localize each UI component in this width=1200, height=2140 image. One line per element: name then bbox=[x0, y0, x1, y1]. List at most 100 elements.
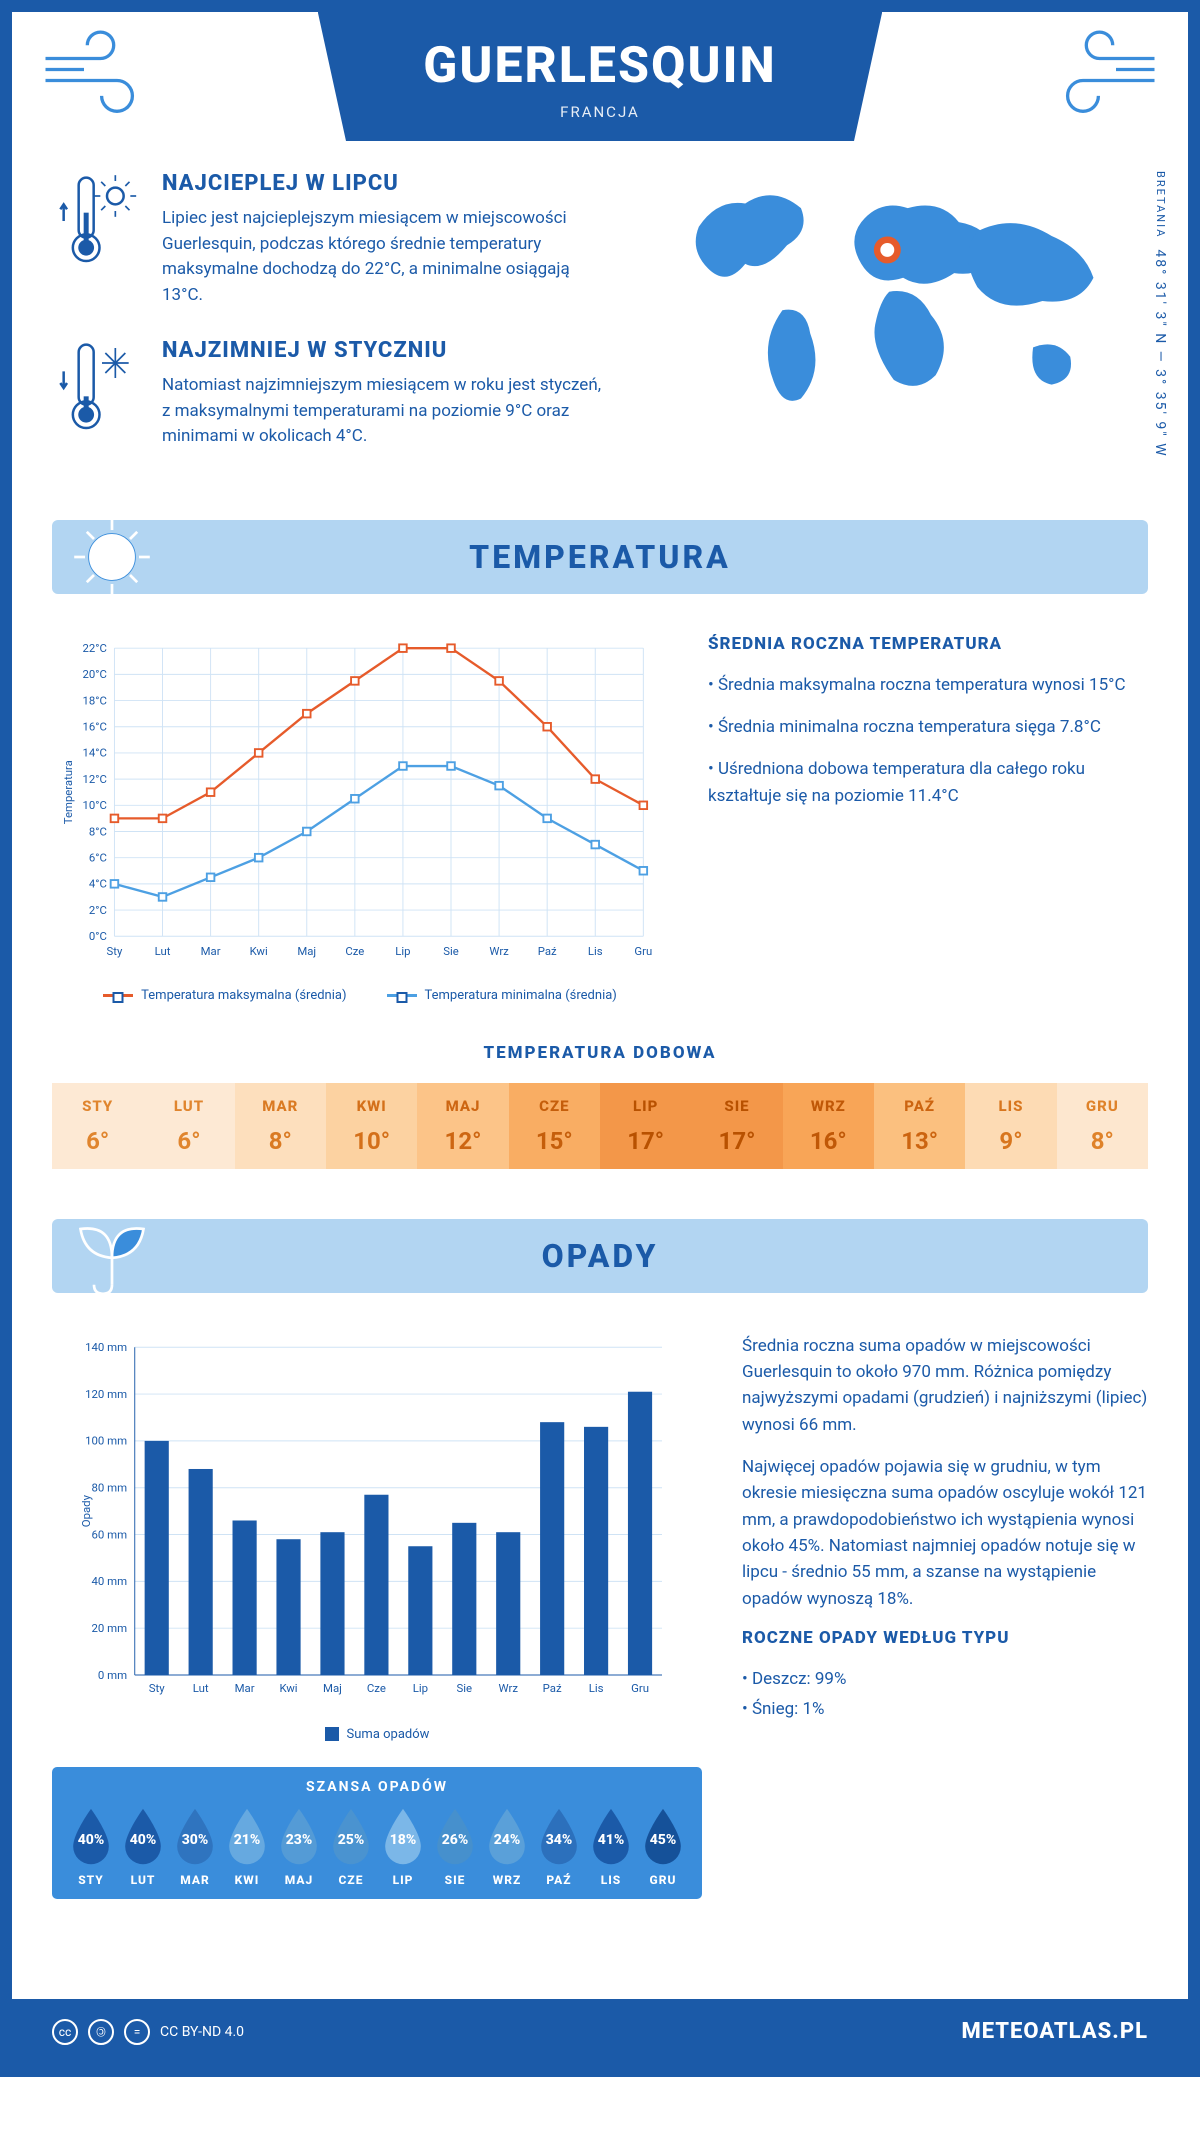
precip-chance-cell: 18%LIP bbox=[379, 1807, 427, 1887]
dobowa-cell: KWI10° bbox=[326, 1083, 417, 1169]
dobowa-cell: CZE15° bbox=[509, 1083, 600, 1169]
dobowa-cell: SIE17° bbox=[691, 1083, 782, 1169]
legend-min: Temperatura minimalna (średnia) bbox=[387, 988, 617, 1003]
dobowa-cell: MAR8° bbox=[235, 1083, 326, 1169]
warmest-heading: NAJCIEPLEJ W LIPCU bbox=[162, 171, 610, 196]
legend-max: Temperatura maksymalna (średnia) bbox=[103, 988, 346, 1003]
section-precip-label: OPADY bbox=[542, 1237, 659, 1275]
precip-chance-cell: 45%GRU bbox=[639, 1807, 687, 1887]
svg-text:Wrz: Wrz bbox=[489, 944, 509, 958]
cc-nd-icon: = bbox=[124, 2019, 150, 2045]
svg-text:Temperatura: Temperatura bbox=[61, 760, 75, 824]
precip-chance-cell: 34%PAŹ bbox=[535, 1807, 583, 1887]
page-title: GUERLESQUIN bbox=[338, 37, 862, 95]
svg-text:Kwi: Kwi bbox=[250, 944, 268, 958]
temperature-line-chart: 0°C2°C4°C6°C8°C10°C12°C14°C16°C18°C20°C2… bbox=[52, 634, 668, 1003]
legend-precip: Suma opadów bbox=[325, 1727, 430, 1742]
svg-text:Lut: Lut bbox=[155, 944, 171, 958]
dobowa-cell: LIP17° bbox=[600, 1083, 691, 1169]
wind-decoration-left bbox=[40, 20, 150, 130]
svg-text:8°C: 8°C bbox=[89, 824, 107, 838]
svg-text:Lip: Lip bbox=[413, 1681, 428, 1695]
coordinates: BRETANIA 48° 31' 3" N — 3° 35' 9" W bbox=[1152, 171, 1168, 458]
dobowa-cell: WRZ16° bbox=[783, 1083, 874, 1169]
coldest-heading: NAJZIMNIEJ W STYCZNIU bbox=[162, 338, 610, 363]
cc-by-icon: 🄯 bbox=[88, 2019, 114, 2045]
svg-text:0 mm: 0 mm bbox=[98, 1667, 127, 1681]
svg-text:Lis: Lis bbox=[589, 1681, 604, 1695]
precip-bar-chart: 0 mm20 mm40 mm60 mm80 mm100 mm120 mm140 … bbox=[52, 1333, 702, 1742]
section-temperature-bar: TEMPERATURA bbox=[52, 520, 1148, 594]
precip-chance-cell: 30%MAR bbox=[171, 1807, 219, 1887]
svg-text:2°C: 2°C bbox=[89, 902, 107, 916]
precip-chance-cell: 40%STY bbox=[67, 1807, 115, 1887]
wind-decoration-right bbox=[1050, 20, 1160, 130]
dobowa-cell: MAJ12° bbox=[417, 1083, 508, 1169]
svg-text:22°C: 22°C bbox=[83, 640, 107, 654]
page-subtitle: FRANCJA bbox=[338, 103, 862, 121]
precip-chance-cell: 24%WRZ bbox=[483, 1807, 531, 1887]
svg-text:Maj: Maj bbox=[297, 944, 316, 958]
precip-chance-cell: 25%CZE bbox=[327, 1807, 375, 1887]
precip-chance-bar: SZANSA OPADÓW 40%STY40%LUT30%MAR21%KWI23… bbox=[52, 1767, 702, 1899]
svg-text:Wrz: Wrz bbox=[498, 1681, 518, 1695]
svg-text:Mar: Mar bbox=[235, 1681, 255, 1695]
precip-chance-cell: 21%KWI bbox=[223, 1807, 271, 1887]
svg-text:16°C: 16°C bbox=[83, 719, 107, 733]
daily-temperature-grid: STY6°LUT6°MAR8°KWI10°MAJ12°CZE15°LIP17°S… bbox=[52, 1083, 1148, 1169]
temperature-info: ŚREDNIA ROCZNA TEMPERATURA • Średnia mak… bbox=[708, 634, 1148, 1003]
svg-text:Cze: Cze bbox=[345, 944, 364, 958]
svg-text:Paź: Paź bbox=[543, 1681, 562, 1695]
svg-text:Sty: Sty bbox=[149, 1681, 165, 1695]
thermometer-cold-icon bbox=[52, 338, 142, 438]
svg-text:Lis: Lis bbox=[588, 944, 603, 958]
section-precip-bar: OPADY bbox=[52, 1219, 1148, 1293]
precip-chance-cell: 23%MAJ bbox=[275, 1807, 323, 1887]
svg-text:20 mm: 20 mm bbox=[92, 1620, 128, 1634]
svg-text:20°C: 20°C bbox=[83, 667, 107, 681]
svg-text:Paź: Paź bbox=[538, 944, 557, 958]
world-map: BRETANIA 48° 31' 3" N — 3° 35' 9" W bbox=[640, 171, 1148, 480]
svg-text:Sie: Sie bbox=[456, 1681, 472, 1695]
svg-text:10°C: 10°C bbox=[83, 798, 107, 812]
svg-text:120 mm: 120 mm bbox=[85, 1386, 127, 1400]
umbrella-icon bbox=[67, 1211, 157, 1301]
section-temperature-label: TEMPERATURA bbox=[469, 538, 731, 576]
warmest-text: Lipiec jest najcieplejszym miesiącem w m… bbox=[162, 206, 610, 308]
warmest-block: NAJCIEPLEJ W LIPCU Lipiec jest najcieple… bbox=[52, 171, 610, 308]
svg-text:Kwi: Kwi bbox=[279, 1681, 297, 1695]
precip-chance-cell: 40%LUT bbox=[119, 1807, 167, 1887]
svg-text:Sie: Sie bbox=[443, 944, 459, 958]
svg-text:60 mm: 60 mm bbox=[92, 1527, 128, 1541]
svg-text:Maj: Maj bbox=[323, 1681, 342, 1695]
svg-text:Gru: Gru bbox=[631, 1681, 649, 1695]
dobowa-cell: PAŹ13° bbox=[874, 1083, 965, 1169]
svg-text:14°C: 14°C bbox=[83, 745, 107, 759]
svg-text:18°C: 18°C bbox=[83, 693, 107, 707]
coldest-text: Natomiast najzimniejszym miesiącem w rok… bbox=[162, 373, 610, 450]
dobowa-title: TEMPERATURA DOBOWA bbox=[52, 1043, 1148, 1063]
cc-icon: cc bbox=[52, 2019, 78, 2045]
dobowa-cell: GRU8° bbox=[1057, 1083, 1148, 1169]
svg-text:80 mm: 80 mm bbox=[92, 1480, 128, 1494]
svg-text:40 mm: 40 mm bbox=[92, 1574, 128, 1588]
dobowa-cell: LIS9° bbox=[965, 1083, 1056, 1169]
sun-icon bbox=[67, 512, 157, 602]
dobowa-cell: LUT6° bbox=[143, 1083, 234, 1169]
brand-label: METEOATLAS.PL bbox=[961, 2019, 1148, 2044]
header-band: GUERLESQUIN FRANCJA bbox=[318, 12, 882, 141]
dobowa-cell: STY6° bbox=[52, 1083, 143, 1169]
svg-text:140 mm: 140 mm bbox=[85, 1340, 127, 1354]
svg-text:Lut: Lut bbox=[193, 1681, 209, 1695]
svg-text:Opady: Opady bbox=[79, 1494, 93, 1527]
precip-chance-cell: 26%SIE bbox=[431, 1807, 479, 1887]
footer: cc 🄯 = CC BY-ND 4.0 METEOATLAS.PL bbox=[12, 1999, 1188, 2065]
precip-chance-cell: 41%LIS bbox=[587, 1807, 635, 1887]
coldest-block: NAJZIMNIEJ W STYCZNIU Natomiast najzimni… bbox=[52, 338, 610, 450]
svg-text:6°C: 6°C bbox=[89, 850, 107, 864]
precip-info: Średnia roczna suma opadów w miejscowośc… bbox=[742, 1333, 1148, 1899]
svg-text:Lip: Lip bbox=[395, 944, 410, 958]
svg-text:Mar: Mar bbox=[201, 944, 221, 958]
svg-text:4°C: 4°C bbox=[89, 876, 107, 890]
license-block: cc 🄯 = CC BY-ND 4.0 bbox=[52, 2019, 244, 2045]
